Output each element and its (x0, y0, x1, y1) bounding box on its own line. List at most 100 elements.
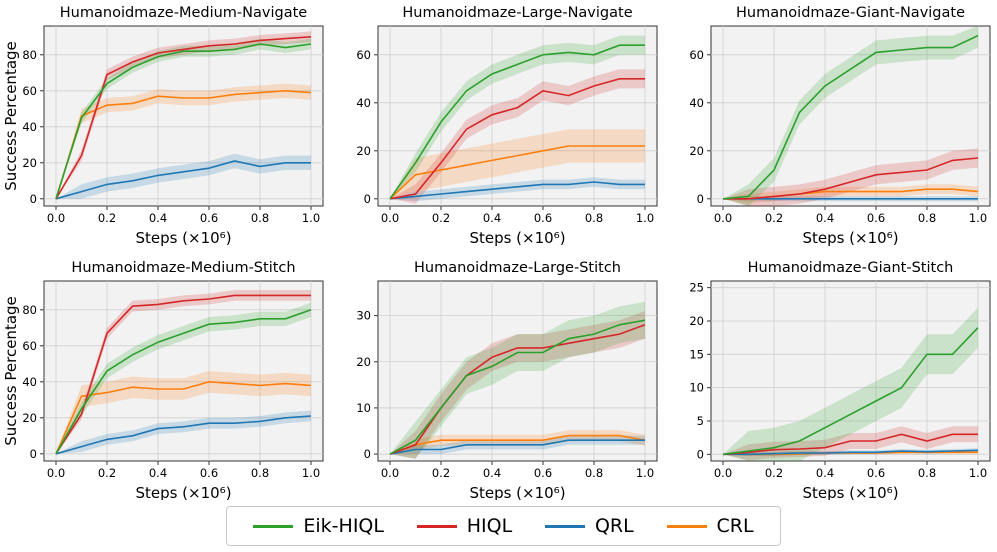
series-line-hiql (723, 157, 979, 200)
x-tick-label: 0.8 (918, 211, 936, 225)
y-tick-label: 15 (689, 347, 704, 361)
series-line-crl (389, 145, 645, 200)
legend-swatch-hiql (416, 524, 457, 528)
x-tick-label: 0.4 (483, 466, 501, 480)
x-tick-label: 1.0 (969, 211, 987, 225)
x-tick-label: 1.0 (636, 211, 654, 225)
x-tick-label: 0.4 (816, 211, 834, 225)
legend-label-eik-hiql: Eik-HIQL (303, 515, 384, 537)
y-tick-label: 40 (356, 96, 371, 110)
chart-title: Humanoidmaze-Medium-Stitch (71, 260, 295, 276)
y-tick-label: 10 (356, 401, 371, 415)
x-tick-label: 0.6 (200, 466, 218, 480)
x-tick-label: 0.0 (381, 211, 399, 225)
x-tick-label: 0.8 (251, 211, 269, 225)
chart-title: Humanoidmaze-Large-Navigate (402, 5, 632, 21)
legend-item-crl: CRL (666, 515, 754, 537)
band-crl (56, 371, 311, 454)
plot-area (43, 25, 324, 207)
legend-swatch-eik-hiql (253, 524, 294, 528)
series-line-hiql (55, 36, 312, 200)
band-qrl (56, 153, 311, 199)
legend-item-eik-hiql: Eik-HIQL (253, 515, 384, 537)
x-tick-label: 1.0 (636, 466, 654, 480)
series-line-crl (55, 89, 312, 200)
plot-area (710, 25, 991, 207)
x-axis-label: Steps (×10⁶) (135, 229, 231, 247)
y-tick-label: 0 (30, 192, 37, 206)
band-hiql (723, 148, 978, 206)
y-tick-label: 60 (22, 84, 37, 98)
y-tick-label: 25 (689, 281, 704, 295)
x-tick-label: 0.8 (251, 466, 269, 480)
series-line-hiql (55, 294, 311, 455)
x-tick-label: 0.6 (867, 211, 885, 225)
chart-humanoidmaze-medium-stitch: 0.0 0.2 0.4 0.6 0.8 1.0 0 20 40 60 80 Humanoidmaze-… (2, 260, 324, 500)
chart-humanoidmaze-large-stitch: 0.0 0.2 0.4 0.6 0.8 1.0 0 10 20 30 Humanoidmaze-La… (356, 260, 658, 500)
series-line-eik-hiql (722, 327, 979, 456)
band-qrl (56, 410, 311, 454)
y-axis-label: Success Percentage (2, 41, 20, 191)
y-tick-label: 40 (22, 120, 37, 134)
y-tick-label: 60 (22, 339, 37, 353)
series-line-qrl (723, 449, 979, 456)
x-tick-label: 0.0 (714, 211, 732, 225)
x-tick-label: 0.6 (534, 466, 552, 480)
x-tick-label: 0.4 (483, 211, 501, 225)
y-axis-label: Success Percentage (2, 296, 20, 446)
y-tick-label: 60 (356, 48, 371, 62)
series-line-hiql (722, 433, 978, 456)
x-tick-label: 0.6 (200, 211, 218, 225)
series-line-hiql (389, 78, 645, 200)
series-line-eik-hiql (722, 34, 979, 200)
x-tick-label: 0.8 (918, 466, 936, 480)
y-tick-label: 5 (697, 414, 704, 428)
x-tick-label: 0.0 (47, 211, 65, 225)
band-hiql (723, 426, 978, 461)
y-tick-label: 30 (356, 309, 371, 323)
y-tick-label: 20 (22, 411, 37, 425)
series-line-hiql (389, 324, 646, 455)
legend-swatch-qrl (544, 524, 585, 528)
band-eik-hiql (390, 35, 645, 199)
series-line-eik-hiql (389, 44, 645, 200)
x-tick-label: 0.0 (47, 466, 65, 480)
plot-area (710, 280, 991, 462)
legend-item-qrl: QRL (544, 515, 634, 537)
series-line-eik-hiql (389, 319, 646, 455)
y-tick-label: 60 (689, 48, 704, 62)
chart-humanoidmaze-large-navigate: 0.0 0.2 0.4 0.6 0.8 1.0 0 20 40 60 Humanoidmaze-La… (356, 5, 658, 247)
legend-label-hiql: HIQL (466, 515, 513, 537)
series-line-qrl (55, 160, 311, 200)
x-axis-label: Steps (×10⁶) (802, 484, 898, 500)
y-tick-label: 20 (356, 355, 371, 369)
legend-label-crl: CRL (716, 515, 754, 537)
y-tick-label: 80 (22, 48, 37, 62)
legend-item-hiql: HIQL (416, 515, 513, 537)
series-line-crl (389, 434, 646, 455)
y-tick-label: 0 (697, 447, 704, 461)
y-tick-label: 80 (22, 303, 37, 317)
chart-title: Humanoidmaze-Medium-Navigate (60, 5, 307, 21)
x-tick-label: 0.2 (432, 211, 450, 225)
x-tick-label: 0.2 (98, 466, 116, 480)
x-tick-label: 0.2 (765, 211, 783, 225)
series-line-eik-hiql (55, 309, 312, 455)
x-tick-label: 0.2 (98, 211, 116, 225)
y-tick-label: 0 (364, 447, 371, 461)
band-hiql (56, 31, 311, 199)
y-tick-label: 20 (356, 144, 371, 158)
x-tick-label: 0.4 (149, 466, 167, 480)
series-line-qrl (55, 415, 312, 455)
plot-area (377, 25, 658, 207)
x-tick-label: 0.0 (381, 466, 399, 480)
x-tick-label: 0.8 (585, 211, 603, 225)
plot-area (43, 280, 324, 462)
band-eik-hiql (723, 26, 978, 206)
y-tick-label: 40 (689, 96, 704, 110)
chart-humanoidmaze-medium-navigate: 0.0 0.2 0.4 0.6 0.8 1.0 0 20 40 60 80 Humanoidmaze-… (2, 5, 324, 247)
y-tick-label: 20 (22, 156, 37, 170)
y-tick-label: 0 (364, 192, 371, 206)
chart-title: Humanoidmaze-Giant-Navigate (736, 5, 965, 21)
band-crl (56, 83, 311, 199)
